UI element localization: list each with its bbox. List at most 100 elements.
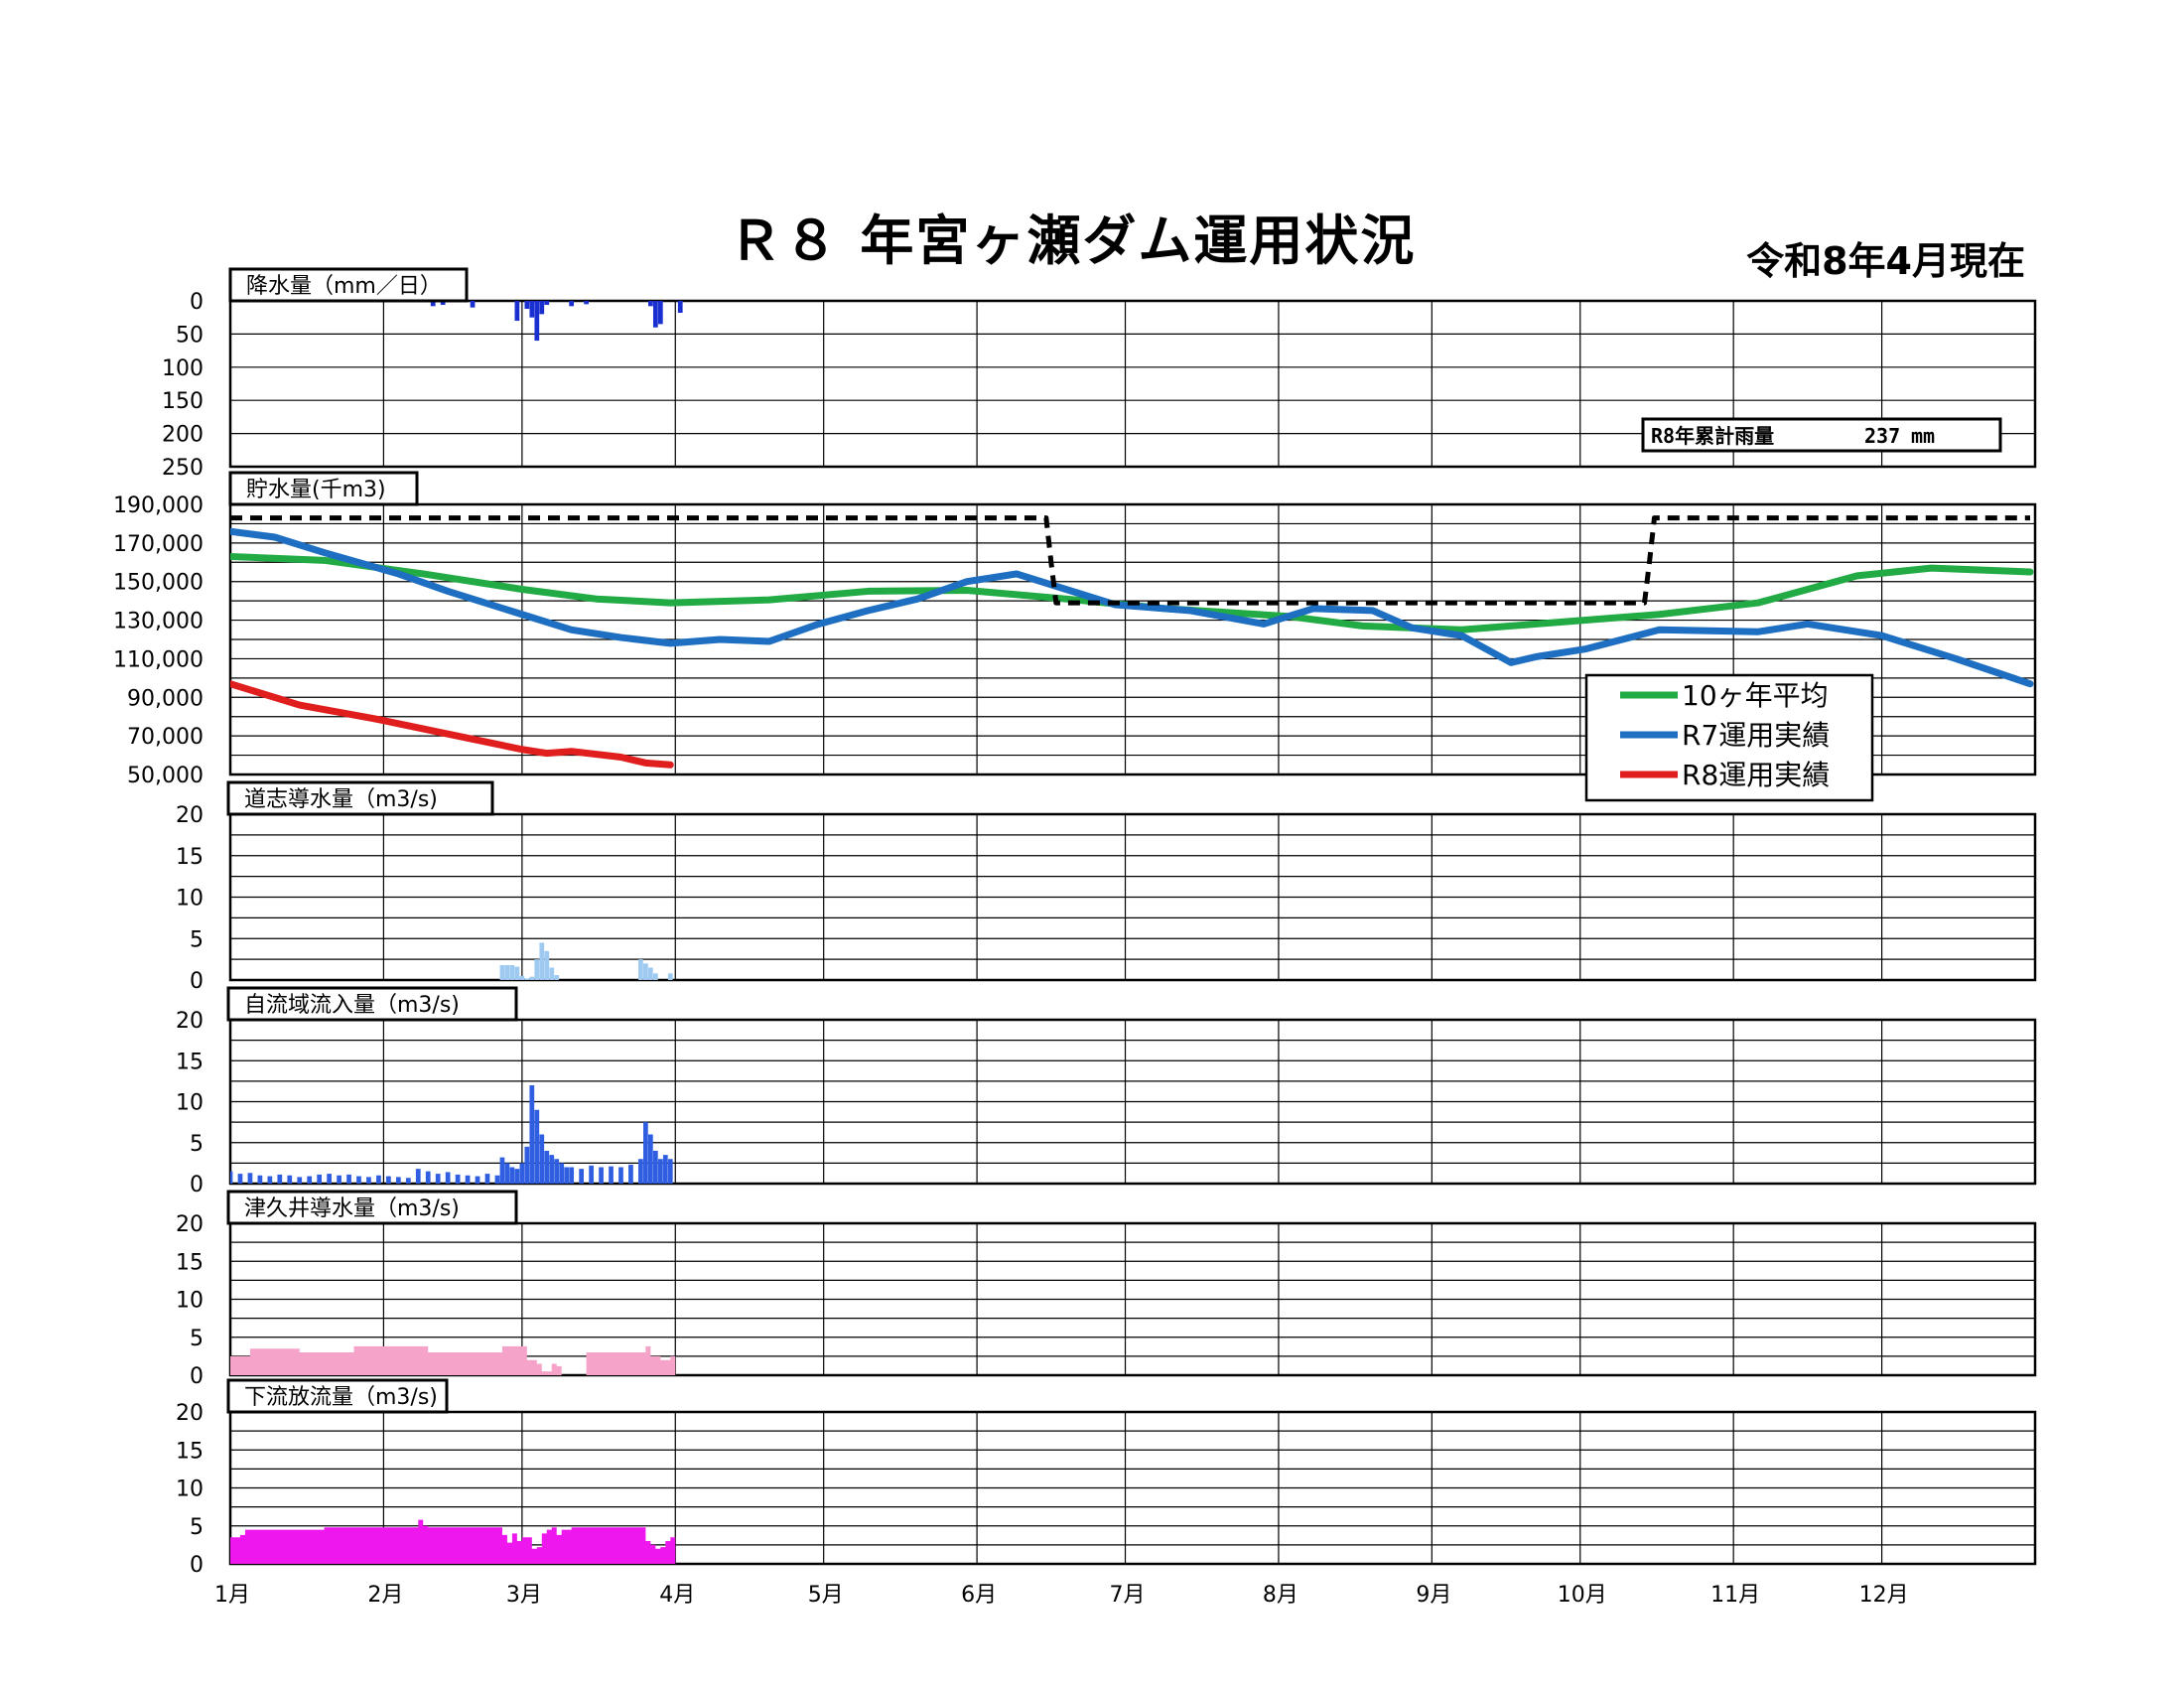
ytick-label: 0	[190, 1364, 204, 1389]
series-line-plan	[230, 515, 2031, 606]
bar-inflow	[628, 1165, 633, 1184]
bar-doshi	[499, 964, 505, 980]
panel-title-rain: 降水量（mm／日）	[228, 267, 469, 303]
bar-doshi	[643, 963, 648, 980]
panel-title-doshi: 道志導水量（m3/s)	[226, 780, 494, 816]
series-line-r7	[230, 527, 2034, 688]
ytick-label: 10	[176, 1091, 204, 1116]
panel-title-frame	[228, 267, 469, 303]
bar-doshi	[638, 959, 643, 980]
ytick-label: 250	[162, 456, 204, 481]
ytick-label: 20	[176, 1212, 204, 1237]
bar-inflow	[455, 1174, 461, 1184]
month-label: 2月	[367, 1583, 403, 1608]
bar-inflow	[529, 1085, 535, 1184]
bar-rain	[534, 301, 540, 342]
plot-frame	[228, 1221, 2037, 1377]
bar-inflow	[554, 1159, 560, 1184]
ytick-label: 150	[162, 389, 204, 414]
bar-inflow	[237, 1174, 243, 1184]
bar-rain	[529, 301, 535, 318]
bar-inflow	[230, 1171, 233, 1184]
plot-frame	[228, 1018, 2037, 1186]
ytick-label: 15	[176, 845, 204, 870]
bar-inflow	[307, 1176, 313, 1184]
bar-inflow	[327, 1174, 332, 1184]
data-outflow	[230, 1519, 676, 1564]
plot-frame	[228, 299, 2037, 469]
bar-inflow	[618, 1167, 623, 1184]
bar-inflow	[465, 1175, 471, 1184]
panel-title-text: 津久井導水量（m3/s)	[244, 1196, 460, 1221]
bar-rain	[677, 301, 683, 314]
ytick-label: 100	[162, 356, 204, 381]
ytick-label: 110,000	[113, 647, 204, 672]
date-label: 令和8年4月現在	[1746, 239, 2025, 283]
panel-outflow: 20 15 10 5 0 下流放流量（m3/s)	[176, 1378, 2037, 1578]
bar-doshi	[514, 966, 520, 980]
bar-rain	[514, 301, 520, 322]
data-rain	[430, 301, 683, 342]
panel-title-tsukui: 津久井導水量（m3/s)	[226, 1190, 518, 1225]
bar-inflow	[425, 1171, 431, 1184]
panel-doshi: 20 15 10 5 0 道志導水量（m3/s)	[176, 780, 2037, 994]
bar-inflow	[609, 1166, 614, 1184]
panel-title-frame	[228, 471, 419, 506]
ytick-label: 90,000	[127, 686, 204, 711]
bar-doshi	[539, 942, 545, 980]
bar-inflow	[504, 1163, 510, 1184]
bar-doshi	[648, 967, 653, 980]
bar-doshi	[509, 964, 515, 980]
ytick-label: 20	[176, 1009, 204, 1034]
bar-inflow	[445, 1172, 451, 1184]
bar-inflow	[267, 1176, 273, 1184]
series-line-r8	[230, 680, 674, 769]
bar-inflow	[277, 1174, 283, 1184]
ytick-label: 10	[176, 1289, 204, 1314]
bar-doshi	[549, 967, 555, 980]
ytick-label: 10	[176, 887, 204, 912]
bar-inflow	[667, 1159, 673, 1184]
month-label: 10月	[1558, 1583, 1607, 1608]
bar-rain	[648, 301, 653, 307]
bar-inflow	[539, 1134, 545, 1184]
legend-label-r7: R7運用実績	[1682, 719, 1830, 752]
plot-frame	[228, 1410, 2037, 1566]
ytick-label: 15	[176, 1439, 204, 1464]
ytick-label: 0	[190, 1553, 204, 1578]
panel-title-frame	[226, 986, 518, 1022]
data-storage	[230, 515, 2034, 769]
bar-inflow	[599, 1167, 604, 1184]
bar-inflow	[297, 1177, 303, 1184]
panel-title-frame	[226, 1190, 518, 1225]
month-label: 3月	[506, 1583, 542, 1608]
panel-title-text: 貯水量(千m3)	[246, 478, 386, 502]
bar-inflow	[524, 1146, 530, 1184]
panel-title-text: 自流域流入量（m3/s)	[244, 993, 460, 1018]
month-label: 4月	[659, 1583, 695, 1608]
ytick-label: 150,000	[113, 571, 204, 596]
bar-rain	[440, 301, 446, 306]
ytick-label: 0	[190, 1173, 204, 1197]
ytick-label: 5	[190, 1132, 204, 1157]
panel-title-inflow: 自流域流入量（m3/s)	[226, 986, 518, 1022]
panel-tsukui: 20 15 10 5 0 津久井導水量（m3/s)	[176, 1190, 2037, 1389]
month-label: 6月	[961, 1583, 997, 1608]
panel-title-frame	[226, 780, 494, 816]
bar-inflow	[657, 1159, 663, 1184]
bar-rain	[524, 301, 530, 310]
bar-inflow	[559, 1163, 565, 1184]
bar-doshi	[544, 950, 550, 980]
bar-doshi	[519, 975, 525, 980]
panel-title-outflow: 下流放流量（m3/s)	[226, 1378, 449, 1414]
cumulative-rain-frame	[1641, 417, 2002, 453]
bar-inflow	[643, 1122, 648, 1184]
bar-inflow	[662, 1155, 668, 1184]
cumulative-rain-unit: mm	[1911, 424, 1935, 448]
ytick-label: 0	[190, 290, 204, 315]
area-outflow	[230, 1519, 676, 1564]
bar-doshi	[529, 976, 535, 980]
ytick-label: 170,000	[113, 532, 204, 557]
ytick-label: 200	[162, 423, 204, 448]
chart-panels: 050100150200250降水量（mm／日）190,000170,00015…	[113, 267, 2037, 1578]
